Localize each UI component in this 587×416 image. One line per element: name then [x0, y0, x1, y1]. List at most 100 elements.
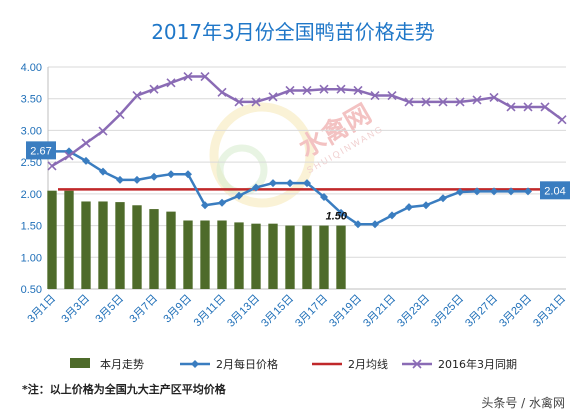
x-point [98, 126, 108, 136]
x-point [81, 138, 91, 148]
x-point [234, 97, 244, 107]
diamond-point [320, 193, 328, 202]
x-tick-label: 3月1日 [25, 293, 58, 326]
legend-swatch-marker [191, 360, 199, 368]
label-first-value: 2.67 [30, 145, 51, 157]
bar-series [47, 190, 346, 289]
x-point [217, 87, 227, 97]
diamond-point [524, 187, 532, 196]
diamond-point [133, 175, 141, 184]
bar [149, 209, 159, 289]
x-point-stroke [183, 71, 193, 82]
bar [285, 225, 295, 289]
x-point-stroke [540, 102, 550, 112]
x-axis: 3月1日 3月3日 3月5日 3月7日 3月9日3月11日3月13日3月15日3月17日… [25, 293, 568, 330]
x-point [302, 85, 312, 96]
diamond-point [150, 172, 158, 181]
label-box-first [26, 141, 56, 160]
diamond-point [252, 183, 260, 192]
legend-item: 2016年3月同期 [402, 357, 517, 371]
bar [47, 190, 57, 289]
x-point-stroke [149, 84, 159, 94]
x-point-stroke [64, 151, 74, 161]
diamond-point [218, 198, 226, 207]
bar [336, 225, 346, 289]
bar [200, 220, 210, 289]
x-point [523, 102, 533, 112]
x-point-stroke [489, 92, 499, 103]
legend-swatch-marker [412, 359, 422, 369]
chart-note: *注：以上价格为全国九大主产区平均价格 [22, 382, 227, 396]
legend-swatch [70, 358, 90, 368]
bar [217, 220, 227, 289]
x-point-stroke [132, 90, 142, 101]
diamond-point [82, 156, 90, 165]
diamond-point [354, 220, 362, 229]
x-tick-label: 3月9日 [161, 293, 194, 326]
x-point-stroke [81, 138, 91, 148]
bar [166, 211, 176, 289]
x-point [353, 85, 363, 96]
x-tick-label: 3月25日 [429, 293, 466, 330]
x-point-stroke [115, 110, 125, 120]
bar [251, 223, 261, 289]
x-point [64, 151, 74, 161]
x-point-stroke [251, 97, 261, 107]
bar [98, 201, 108, 289]
bar-last-label: 1.50 [326, 211, 348, 223]
x-point-stroke [387, 90, 397, 101]
diamond-point [422, 201, 430, 210]
x-point-stroke [438, 97, 448, 107]
y-tick-label: 4.00 [21, 62, 42, 74]
annotations: 2.67 2.04 1.50 [26, 141, 570, 223]
diamond-point [388, 211, 396, 220]
watermark-ring-inner [216, 144, 268, 196]
x-point [489, 92, 499, 103]
diamond-point [473, 187, 481, 196]
diamond-point [490, 187, 498, 196]
x-point-stroke [506, 102, 516, 112]
x-point [438, 97, 448, 107]
x-point-stroke [557, 115, 567, 125]
x-tick-label: 3月29日 [497, 293, 534, 330]
y-tick-label: 0.50 [21, 284, 42, 296]
bar [81, 201, 91, 289]
x-point [472, 95, 482, 105]
x-point [336, 84, 346, 94]
x-point [115, 110, 125, 120]
legend: 本月走势 2月每日价格 2月均线 2016年3月同期 [70, 357, 517, 371]
x-point-stroke [217, 87, 227, 97]
x-point-stroke [421, 97, 431, 107]
diamond-point [405, 203, 413, 212]
bar [234, 222, 244, 289]
y-axis: 0.50 1.00 1.50 2.00 2.50 3.00 3.50 4.00 [21, 62, 566, 296]
x-point [251, 97, 261, 107]
bar [115, 202, 125, 289]
x-tick-label: 3月17日 [293, 293, 330, 330]
x-point [166, 78, 176, 88]
legend-label: 2月均线 [348, 357, 388, 371]
chart-title: 2017年3月份全国鸭苗价格走势 [151, 20, 435, 44]
bar [268, 223, 278, 289]
bar [302, 225, 312, 289]
legend-item: 本月走势 [70, 357, 144, 371]
x-point-stroke [98, 126, 108, 136]
x-point [387, 90, 397, 101]
x-point [319, 84, 329, 94]
x-point-stroke [319, 84, 329, 94]
diamond-point [371, 220, 379, 229]
diamond-point [235, 191, 243, 200]
y-tick-label: 1.00 [21, 252, 42, 264]
x-point [132, 90, 142, 101]
x-point-stroke [234, 97, 244, 107]
y-tick-label: 2.00 [21, 189, 42, 201]
x-tick-label: 3月19日 [327, 293, 364, 330]
x-tick-label: 3月3日 [59, 293, 92, 326]
x-point [268, 92, 278, 102]
x-tick-label: 3月31日 [531, 293, 568, 330]
x-tick-label: 3月7日 [127, 293, 160, 326]
x-tick-label: 3月27日 [463, 293, 500, 330]
x-point [285, 85, 295, 96]
